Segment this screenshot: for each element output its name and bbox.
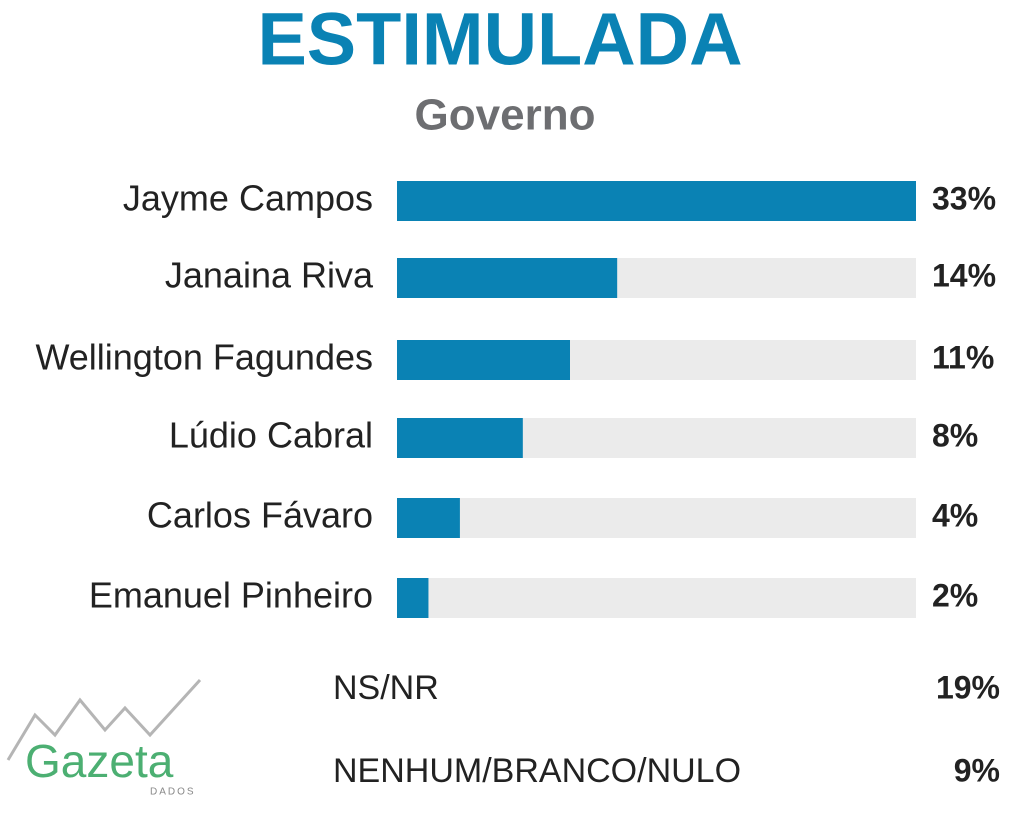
logo-name: Gazeta — [25, 735, 174, 787]
category-label: Wellington Fagundes — [35, 337, 373, 378]
value-label: 8% — [932, 417, 978, 453]
value-label: 14% — [932, 257, 996, 293]
value-label: 2% — [932, 577, 978, 613]
other-label: NS/NR — [333, 669, 439, 707]
bar — [397, 258, 618, 298]
bar-track — [397, 578, 916, 618]
chart-subtitle: Governo — [415, 91, 596, 140]
value-label: 4% — [932, 497, 978, 533]
other-value: 19% — [936, 669, 1000, 705]
category-label: Jayme Campos — [123, 178, 373, 219]
bar — [397, 418, 523, 458]
logo-tagline: DADOS — [150, 787, 196, 798]
category-label: Lúdio Cabral — [169, 415, 373, 456]
chart-title: ESTIMULADA — [257, 0, 742, 81]
bar — [397, 578, 429, 618]
value-label: 33% — [932, 180, 996, 216]
value-label: 11% — [932, 339, 994, 375]
other-value: 9% — [954, 752, 1000, 788]
bar — [397, 498, 460, 538]
category-label: Carlos Fávaro — [147, 495, 373, 536]
category-label: Emanuel Pinheiro — [89, 575, 373, 616]
logo: Gazeta DADOS — [6, 678, 202, 798]
category-label: Janaina Riva — [165, 255, 374, 296]
bar-track — [397, 498, 916, 538]
bar — [397, 181, 916, 221]
other-label: NENHUM/BRANCO/NULO — [333, 752, 741, 790]
bar — [397, 340, 570, 380]
logo-mountains — [6, 678, 202, 761]
